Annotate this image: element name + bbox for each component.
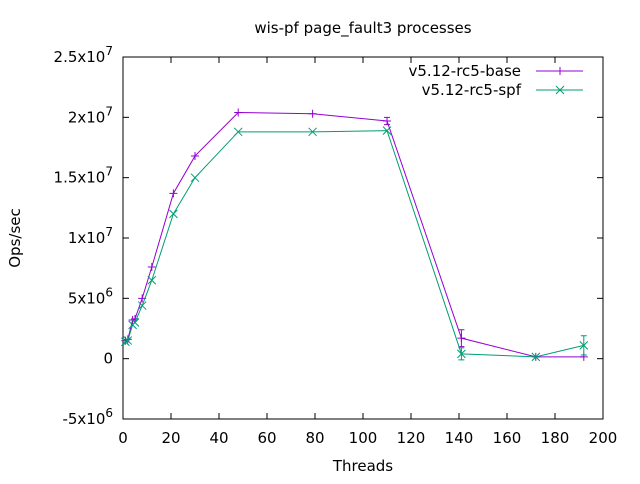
x-tick-label: 80 — [305, 429, 324, 447]
data-point-marker — [308, 109, 317, 118]
y-tick-exponent: 7 — [105, 104, 113, 118]
y-tick-mantissa: 1.5x10 — [54, 169, 106, 187]
data-point-marker — [308, 127, 317, 137]
series-line-1 — [125, 112, 584, 358]
data-point-marker — [457, 334, 466, 343]
data-point-marker — [382, 126, 392, 135]
data-point-marker — [130, 318, 140, 327]
data-point-marker — [147, 275, 157, 285]
x-tick-label: 100 — [349, 429, 378, 447]
y-tick-label: -5x106 — [62, 406, 113, 428]
data-point-marker — [147, 262, 156, 271]
x-tick-label: 180 — [541, 429, 570, 447]
y-tick-exponent: 7 — [105, 44, 113, 58]
x-tick-label: 160 — [493, 429, 522, 447]
y-tick-label: 1x107 — [68, 225, 113, 247]
y-tick-mantissa: 5x10 — [68, 289, 106, 307]
y-tick-mantissa: 2x10 — [68, 108, 106, 126]
data-point-marker — [233, 127, 243, 137]
x-axis-label: Threads — [332, 457, 393, 475]
data-point-marker — [579, 341, 589, 350]
x-tick-label: 40 — [209, 429, 228, 447]
series-line-2 — [125, 130, 584, 358]
y-tick-mantissa: -5x10 — [62, 410, 105, 428]
y-tick-mantissa: 1x10 — [68, 229, 106, 247]
y-tick-exponent: 7 — [105, 225, 113, 239]
data-point-marker — [234, 108, 243, 117]
legend-label-2: v5.12-rc5-spf — [422, 81, 522, 99]
x-tick-label: 140 — [445, 429, 474, 447]
data-point-marker — [137, 301, 147, 310]
data-point-marker — [191, 151, 199, 160]
data-point-marker — [121, 337, 130, 347]
legend-label-1: v5.12-rc5-base — [409, 62, 522, 80]
y-tick-label: 1.5x107 — [54, 165, 113, 187]
data-point-marker — [531, 352, 541, 362]
y-axis-label: Ops/sec — [6, 208, 24, 268]
data-point-marker — [556, 67, 564, 75]
data-point-marker — [383, 116, 391, 125]
y-tick-label: 0 — [103, 350, 113, 368]
y-tick-exponent: 7 — [105, 165, 113, 179]
data-point-marker — [169, 189, 178, 198]
x-tick-label: 0 — [118, 429, 128, 447]
y-tick-mantissa: 2.5x10 — [54, 48, 106, 66]
y-tick-exponent: 6 — [105, 406, 113, 420]
x-tick-label: 60 — [257, 429, 276, 447]
y-tick-exponent: 6 — [105, 285, 113, 299]
data-point-marker — [123, 336, 133, 345]
y-tick-label: 5x106 — [68, 285, 113, 307]
plot-frame — [122, 56, 604, 420]
x-tick-label: 120 — [397, 429, 426, 447]
x-tick-label: 20 — [161, 429, 180, 447]
x-tick-label: 200 — [589, 429, 618, 447]
y-tick-mantissa: 0 — [103, 350, 113, 368]
data-point-marker — [190, 173, 200, 183]
y-tick-label: 2.5x107 — [54, 44, 113, 66]
data-point-marker — [169, 209, 178, 219]
data-point-marker — [457, 349, 466, 359]
y-tick-label: 2x107 — [68, 104, 113, 126]
data-point-marker — [555, 85, 565, 95]
chart-title: wis-pf page_fault3 processes — [254, 19, 471, 38]
